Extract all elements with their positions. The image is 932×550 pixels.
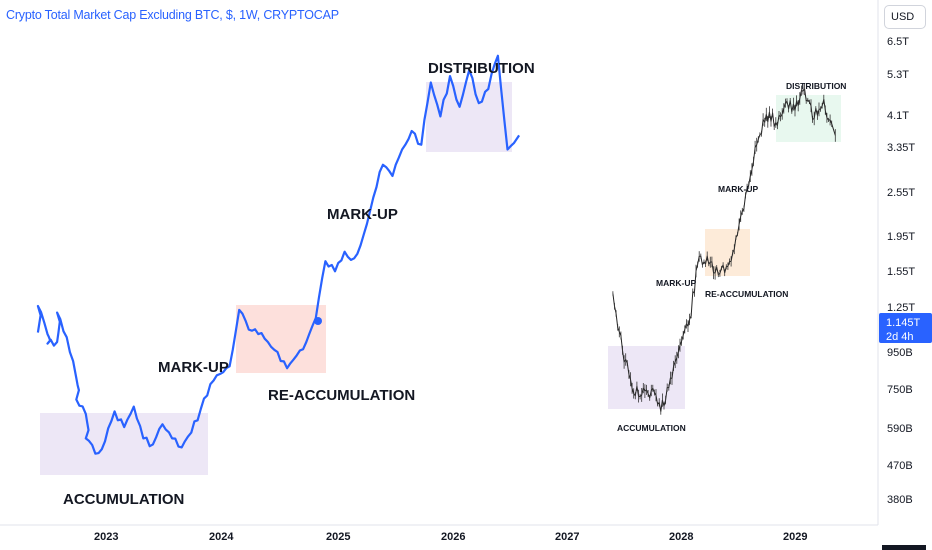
fractal-bar-ticks	[612, 83, 836, 415]
x-tick-label: 2025	[326, 531, 350, 543]
y-tick-label: 3.35T	[887, 142, 915, 154]
y-tick-label: 380B	[887, 494, 913, 506]
y-tick-label: 590B	[887, 423, 913, 435]
fractal-annotation-markup-2: MARK-UP	[718, 184, 758, 194]
fractal-annotation-reaccumulation: RE-ACCUMULATION	[705, 289, 788, 299]
distribution-zone	[426, 82, 512, 152]
annotation-accumulation: ACCUMULATION	[63, 491, 184, 508]
chart-title: Crypto Total Market Cap Excluding BTC, $…	[6, 8, 339, 22]
main-price-line	[36, 54, 521, 455]
bar-countdown: 2d 4h	[886, 331, 914, 343]
y-tick-label: 2.55T	[887, 187, 915, 199]
y-tick-label: 1.55T	[887, 266, 915, 278]
reaccumulation-zone	[236, 305, 326, 373]
y-tick-label: 4.1T	[887, 110, 909, 122]
x-tick-label: 2024	[209, 531, 234, 543]
fractal-annotation-distribution: DISTRIBUTION	[786, 81, 846, 91]
x-tick-label: 2026	[441, 531, 465, 543]
x-tick-label: 2029	[783, 531, 807, 543]
fractal-annotation-accumulation: ACCUMULATION	[617, 423, 686, 433]
currency-button[interactable]: USD	[884, 5, 926, 29]
annotation-reaccumulation: RE-ACCUMULATION	[268, 387, 415, 404]
accumulation-zone	[40, 413, 208, 475]
annotation-distribution: DISTRIBUTION	[428, 60, 535, 77]
current-price-dot	[314, 317, 322, 325]
annotation-markup-1: MARK-UP	[158, 359, 229, 376]
y-tick-label: 750B	[887, 384, 913, 396]
annotation-markup-2: MARK-UP	[327, 206, 398, 223]
y-tick-label: 1.95T	[887, 231, 915, 243]
current-price-tag	[879, 313, 932, 343]
current-price-value: 1.145T	[886, 317, 921, 329]
x-tick-label: 2028	[669, 531, 693, 543]
y-tick-label: 950B	[887, 347, 913, 359]
x-tick-label: 2027	[555, 531, 579, 543]
y-tick-label: 5.3T	[887, 69, 909, 81]
scroll-indicator[interactable]	[882, 545, 926, 550]
y-tick-label: 6.5T	[887, 36, 909, 48]
y-tick-label: 1.25T	[887, 302, 915, 314]
x-tick-label: 2023	[94, 531, 118, 543]
y-tick-label: 470B	[887, 460, 913, 472]
fractal-annotation-markup-1: MARK-UP	[656, 278, 696, 288]
fractal-accumulation-zone	[608, 346, 685, 409]
